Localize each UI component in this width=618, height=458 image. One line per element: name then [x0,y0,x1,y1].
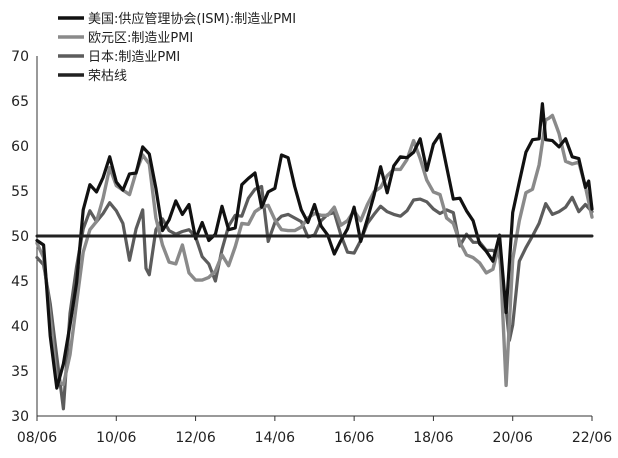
legend: 美国:供应管理协会(ISM):制造业PMI 欧元区:制造业PMI 日本:制造业PMI… [58,11,296,84]
y-tick-label: 35 [11,364,29,380]
y-tick-label: 60 [11,139,29,155]
y-tick-label: 55 [11,184,29,200]
y-tick-label: 40 [11,319,29,335]
x-tick-label: 22/06 [572,430,612,446]
y-tick-labels: 30 35 40 45 50 55 60 65 70 [11,49,29,425]
series-line-0 [35,102,594,390]
x-tick-label: 18/06 [413,430,453,446]
x-tick-label: 08/06 [17,430,57,446]
series-line-2 [35,184,594,411]
x-tick-label: 20/06 [493,430,533,446]
x-tick-label: 12/06 [175,430,215,446]
y-tick-label: 65 [11,94,29,110]
y-tick-label: 70 [11,49,29,65]
legend-label: 美国:供应管理协会(ISM):制造业PMI [88,11,296,27]
y-tick-label: 45 [11,274,29,290]
y-tick-label: 50 [11,229,29,245]
x-tick-label: 10/06 [96,430,136,446]
series-lines [35,102,594,411]
y-tick-label: 30 [11,409,29,425]
x-tick-label: 16/06 [334,430,374,446]
x-tick-label: 14/06 [255,430,295,446]
legend-label: 欧元区:制造业PMI [88,31,193,46]
legend-label: 日本:制造业PMI [88,50,180,65]
legend-label: 荣枯线 [88,69,127,84]
x-tick-labels: 08/06 10/06 12/06 14/06 16/06 18/06 20/06 22/06 [17,416,612,446]
